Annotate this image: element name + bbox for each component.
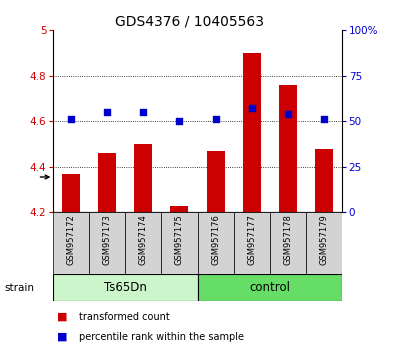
Bar [162,212,198,274]
Text: percentile rank within the sample: percentile rank within the sample [79,332,244,342]
Bar [171,206,188,212]
Text: strain: strain [4,282,34,293]
Point [213,116,219,122]
Point [104,109,111,115]
Bar [278,85,297,212]
Bar [126,212,162,274]
Text: GSM957173: GSM957173 [103,214,112,265]
Text: ■: ■ [57,332,68,342]
Text: GSM957178: GSM957178 [283,214,292,265]
Bar [243,53,261,212]
Bar [53,274,198,301]
Point [176,118,182,124]
Bar [207,151,224,212]
Text: GDS4376 / 10405563: GDS4376 / 10405563 [115,14,264,28]
Text: GSM957177: GSM957177 [247,214,256,265]
Text: GSM957179: GSM957179 [319,214,328,265]
Bar [62,174,80,212]
Point [68,116,75,122]
Bar [89,212,126,274]
Bar [53,212,89,274]
Bar [315,149,333,212]
Text: ■: ■ [57,312,68,322]
Bar [198,212,233,274]
Point [320,116,327,122]
Bar [198,274,342,301]
Point [140,109,147,115]
Point [248,105,255,110]
Text: GSM957174: GSM957174 [139,214,148,265]
Bar [270,212,306,274]
Bar [98,153,117,212]
Point [284,112,291,117]
Text: GSM957176: GSM957176 [211,214,220,265]
Text: GSM957172: GSM957172 [67,214,76,265]
Text: Ts65Dn: Ts65Dn [104,281,147,294]
Text: transformed count: transformed count [79,312,170,322]
Bar [306,212,342,274]
Bar [134,144,152,212]
Text: GSM957175: GSM957175 [175,214,184,265]
Bar [233,212,270,274]
Text: control: control [249,281,290,294]
